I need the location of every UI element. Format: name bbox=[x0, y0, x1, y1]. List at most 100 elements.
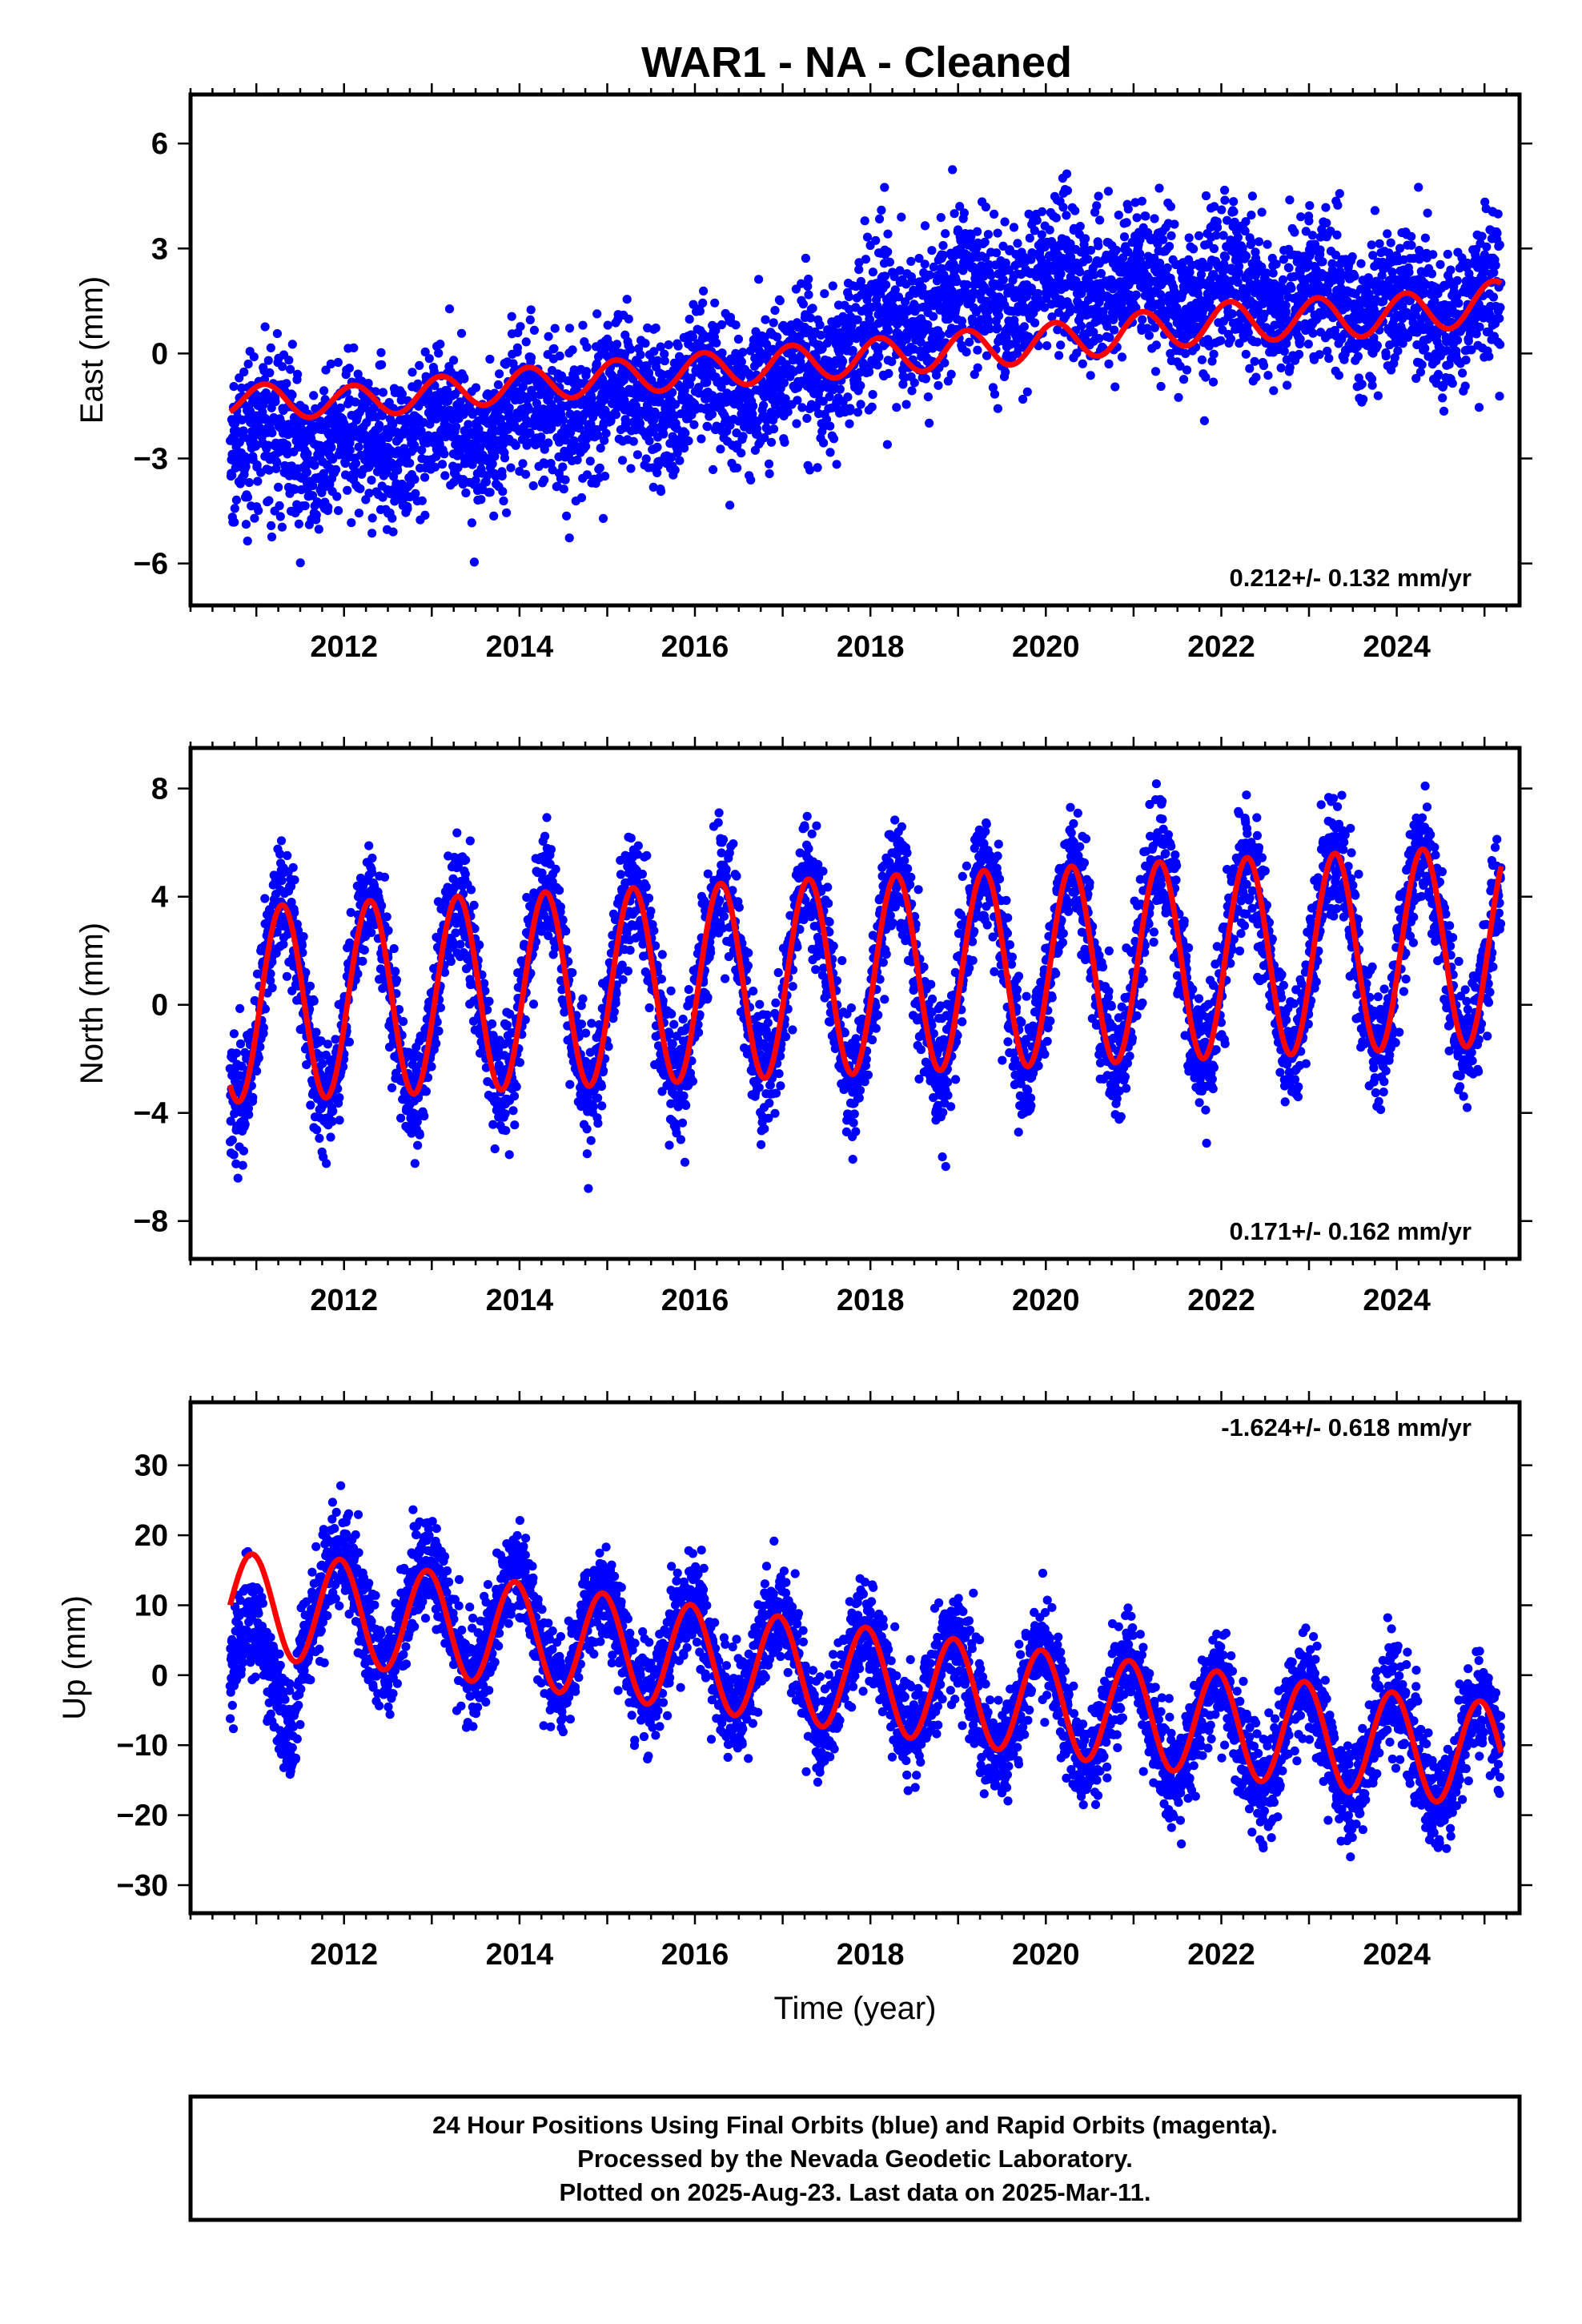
data-point bbox=[253, 476, 263, 486]
data-point bbox=[1443, 249, 1452, 259]
y-tick-label: 3 bbox=[151, 232, 168, 266]
data-point bbox=[377, 411, 387, 420]
data-point bbox=[388, 420, 398, 429]
data-point bbox=[738, 432, 748, 441]
data-point bbox=[1495, 314, 1504, 324]
data-point bbox=[621, 418, 631, 428]
data-point bbox=[1209, 349, 1219, 359]
data-point bbox=[1353, 352, 1363, 361]
data-point bbox=[838, 356, 848, 366]
data-point bbox=[1179, 375, 1189, 384]
data-point bbox=[818, 396, 828, 406]
data-point bbox=[1189, 244, 1199, 254]
data-point bbox=[485, 488, 495, 497]
data-point bbox=[1137, 196, 1146, 206]
data-point bbox=[1454, 299, 1464, 308]
data-point bbox=[803, 281, 813, 292]
data-point bbox=[686, 373, 696, 383]
data-point bbox=[363, 379, 373, 388]
x-tick-label: 2018 bbox=[837, 630, 905, 664]
data-point bbox=[263, 356, 273, 365]
data-point bbox=[582, 470, 592, 480]
data-point bbox=[738, 348, 748, 357]
data-point bbox=[355, 484, 365, 493]
data-point bbox=[461, 488, 471, 498]
data-point bbox=[343, 485, 352, 495]
data-point bbox=[476, 495, 486, 505]
data-point bbox=[606, 416, 616, 425]
data-point bbox=[874, 352, 884, 362]
data-point bbox=[1287, 283, 1296, 293]
data-point bbox=[1407, 231, 1416, 241]
data-point bbox=[711, 325, 721, 336]
data-point bbox=[1119, 232, 1130, 242]
data-point bbox=[495, 369, 504, 379]
data-point bbox=[801, 253, 811, 263]
data-point bbox=[488, 459, 497, 468]
data-point bbox=[892, 403, 901, 412]
data-point bbox=[493, 380, 504, 390]
data-point bbox=[725, 501, 735, 510]
data-point bbox=[335, 403, 345, 412]
data-point bbox=[1386, 238, 1395, 247]
data-point bbox=[460, 374, 469, 384]
data-point bbox=[375, 420, 384, 430]
data-point bbox=[1150, 214, 1159, 223]
data-point bbox=[644, 436, 654, 446]
data-point bbox=[946, 369, 956, 379]
data-point bbox=[760, 433, 769, 443]
data-point bbox=[909, 378, 919, 388]
data-point bbox=[652, 468, 662, 478]
data-point bbox=[1095, 215, 1105, 225]
data-point bbox=[1263, 239, 1272, 249]
data-point bbox=[1150, 367, 1161, 376]
data-point bbox=[1252, 337, 1262, 347]
data-point bbox=[1242, 251, 1251, 261]
data-point bbox=[959, 208, 969, 218]
data-point bbox=[437, 460, 448, 469]
data-point bbox=[244, 478, 254, 488]
data-point bbox=[434, 348, 444, 358]
data-point bbox=[272, 457, 282, 468]
data-point bbox=[624, 314, 633, 324]
data-point bbox=[308, 480, 318, 491]
data-point bbox=[993, 404, 1002, 413]
data-point bbox=[1229, 207, 1239, 216]
data-point bbox=[641, 454, 651, 464]
data-point bbox=[920, 221, 930, 231]
x-tick-label: 2014 bbox=[486, 630, 554, 664]
data-point bbox=[938, 241, 948, 251]
data-point bbox=[1094, 334, 1104, 344]
data-point bbox=[408, 368, 417, 377]
data-point bbox=[1474, 403, 1484, 412]
data-point bbox=[331, 464, 341, 475]
data-point bbox=[241, 520, 251, 529]
data-point bbox=[611, 410, 621, 420]
data-point bbox=[699, 286, 709, 296]
data-point bbox=[506, 463, 516, 472]
data-point bbox=[749, 401, 758, 411]
data-point bbox=[284, 420, 294, 429]
data-point bbox=[1278, 275, 1288, 284]
data-point bbox=[526, 352, 536, 363]
data-point bbox=[485, 354, 495, 364]
data-point bbox=[1009, 223, 1019, 232]
data-point bbox=[1038, 207, 1047, 216]
data-point bbox=[1220, 185, 1230, 195]
data-point bbox=[430, 462, 440, 472]
x-tick-label: 2022 bbox=[1187, 630, 1255, 664]
data-point bbox=[820, 289, 829, 299]
data-point bbox=[1492, 228, 1502, 238]
data-point bbox=[1086, 245, 1096, 255]
data-point bbox=[1284, 263, 1294, 273]
x-tick-label: 2012 bbox=[310, 630, 378, 664]
data-point bbox=[1475, 322, 1484, 332]
rate-label: 0.212+/- 0.132 mm/yr bbox=[1230, 564, 1472, 592]
data-point bbox=[925, 418, 934, 428]
data-point bbox=[1155, 290, 1166, 300]
y-tick-label: 0 bbox=[151, 337, 168, 371]
data-point bbox=[1247, 191, 1257, 201]
data-point bbox=[1220, 195, 1230, 205]
data-point bbox=[229, 382, 239, 392]
data-point bbox=[1166, 202, 1175, 211]
